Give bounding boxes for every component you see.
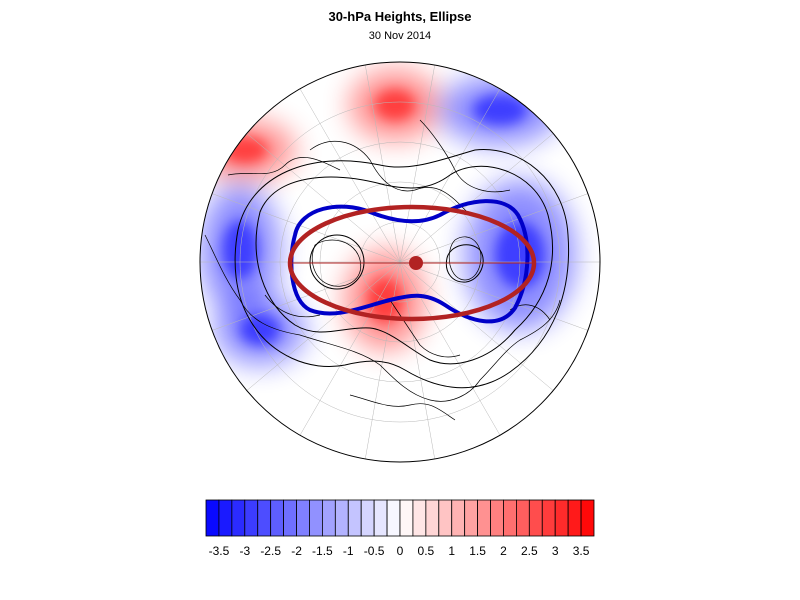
map-date: 30 Nov 2014	[368, 30, 432, 42]
colorbar-box	[296, 499, 310, 537]
meridian-line	[246, 261, 401, 391]
colorbar-box	[477, 499, 491, 537]
colorbar-boxes	[205, 499, 595, 537]
colorbar-tick-label: -3.5	[208, 544, 230, 558]
colorbar-box	[283, 499, 297, 537]
meridian-line	[399, 261, 554, 391]
colorbar-tick-label: -2.5	[260, 544, 281, 558]
colorbar-box	[334, 499, 349, 537]
anomaly-core-negative-6	[239, 314, 281, 346]
colorbar-box	[360, 499, 375, 537]
colorbar-box	[425, 499, 440, 537]
map-boundary	[199, 61, 601, 463]
colorbar-box	[218, 499, 233, 537]
colorbar-box	[321, 499, 336, 537]
colorbar-box	[309, 499, 323, 537]
colorbar-box	[503, 499, 517, 537]
meridian-line	[211, 193, 401, 263]
colorbar-box	[528, 499, 543, 537]
colorbar-box	[451, 499, 466, 537]
colorbar-tick-label: 2	[500, 544, 507, 558]
colorbar-box	[270, 499, 284, 537]
colorbar-tick-label: 1	[448, 544, 456, 558]
meridian-line	[399, 261, 501, 436]
colorbar-tick-label: 0.5	[417, 544, 435, 558]
meridian-line	[299, 88, 401, 263]
vortex-edge-contour	[289, 199, 530, 324]
map-title: 30-hPa Heights, Ellipse	[328, 9, 472, 24]
coastlines	[204, 119, 561, 421]
colorbar-tick-label: -0.5	[363, 544, 385, 558]
colorbar-tick-label: 1.5	[469, 544, 486, 558]
meridian-line	[399, 64, 435, 263]
colorbar-box	[347, 499, 362, 537]
anomaly-core-negative-5	[473, 94, 527, 126]
ellipse-center-marker	[409, 256, 423, 270]
height-contours	[234, 149, 570, 389]
colorbar-box	[373, 499, 388, 537]
colorbar-tick-label: -1.5	[312, 544, 333, 558]
colorbar-box	[580, 499, 595, 537]
colorbar-box	[257, 499, 272, 537]
colorbar-box	[205, 499, 220, 537]
meridian-line	[399, 193, 589, 263]
colorbar-tick-label: 3.5	[572, 544, 590, 558]
anomaly-core-negative-4	[222, 220, 258, 280]
meridian-line	[299, 261, 401, 436]
colorbar-tick-label: 3	[551, 544, 559, 558]
colorbar-box	[438, 499, 453, 537]
colorbar-box	[567, 499, 582, 537]
colorbar-box	[412, 499, 427, 537]
colorbar-box	[516, 499, 530, 537]
colorbar-box	[554, 499, 569, 537]
meridian-line	[246, 133, 401, 263]
colorbar-box	[490, 499, 504, 537]
colorbar-tick-label: 0	[396, 544, 404, 558]
colorbar-tick-label: -2	[291, 544, 302, 558]
colorbar-tick-label: -1	[342, 544, 354, 558]
meridian-line	[399, 261, 589, 331]
colorbar-box	[244, 499, 259, 537]
colorbar-box	[541, 499, 556, 537]
colorbar-tick-label: 2.5	[520, 544, 538, 558]
colorbar-box	[464, 499, 478, 537]
meridian-line	[365, 261, 401, 460]
colorbar-box	[386, 499, 401, 537]
meridian-line	[365, 64, 401, 263]
colorbar-tick-label: -3	[239, 544, 251, 558]
meridian-line	[211, 261, 401, 331]
anomaly-core-positive-0	[374, 89, 416, 121]
colorbar-box	[399, 499, 414, 537]
meridian-line	[399, 133, 554, 263]
colorbar-box	[231, 499, 246, 537]
